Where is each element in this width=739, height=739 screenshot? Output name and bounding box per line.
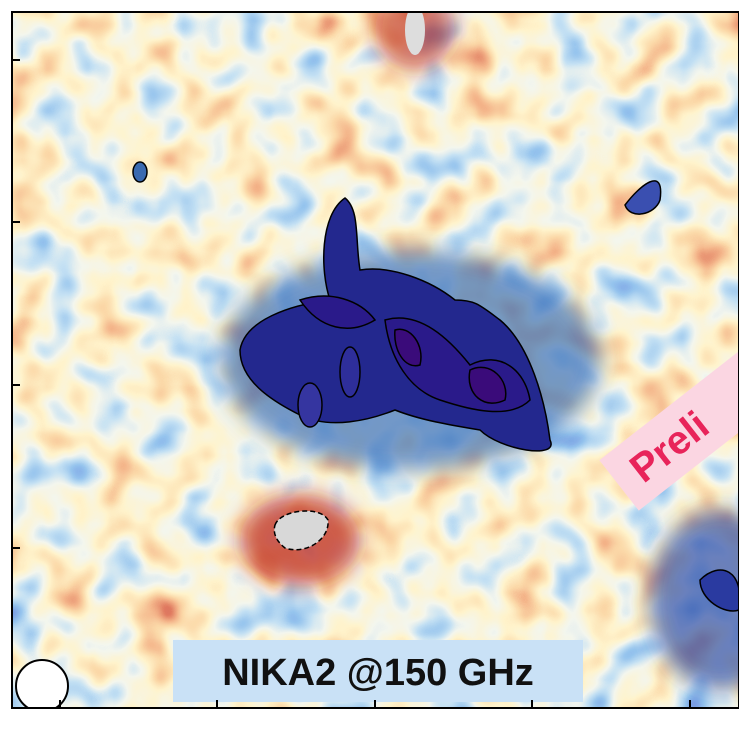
sky-map: Preli NIKA2 @150 GHz	[0, 0, 739, 739]
map-area: Preli NIKA2 @150 GHz	[0, 0, 739, 739]
page: Preli NIKA2 @150 GHz (() => { const data…	[0, 0, 739, 739]
contour-blob	[133, 162, 147, 182]
contour-blob	[298, 383, 322, 427]
map-label: NIKA2 @150 GHz	[222, 652, 534, 694]
contour-blob	[340, 347, 360, 397]
